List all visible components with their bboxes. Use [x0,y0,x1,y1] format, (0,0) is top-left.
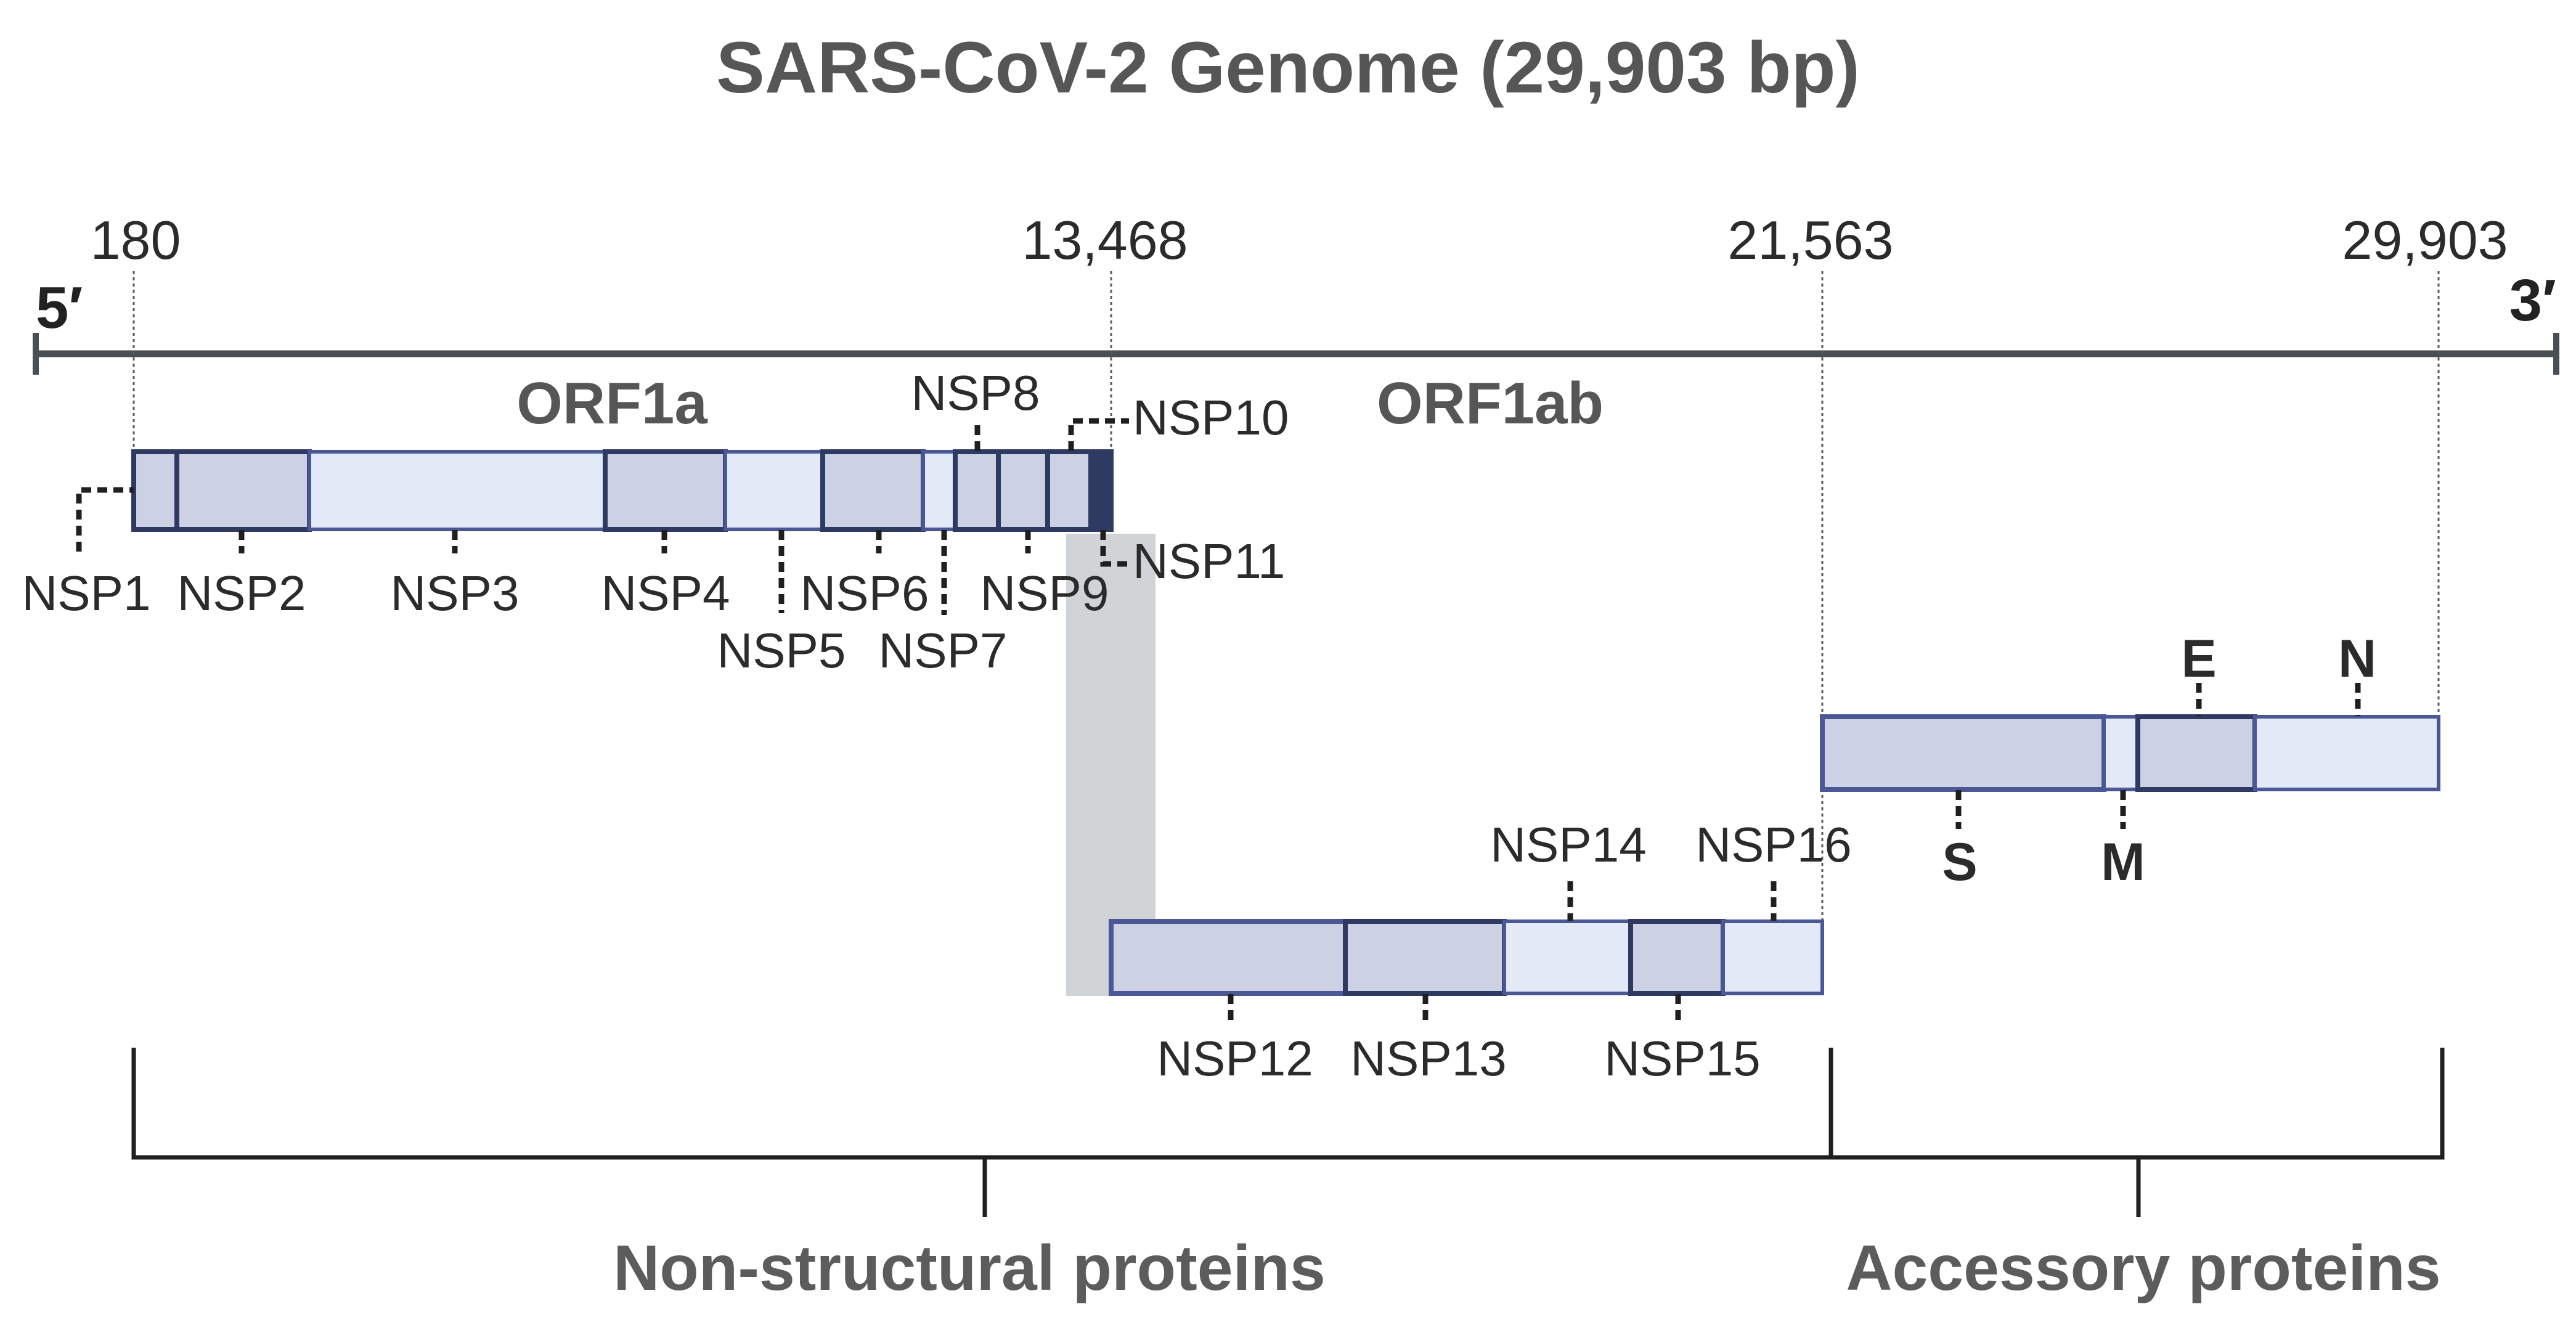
nsp2-segment [174,449,312,532]
structural-labels: S M E N [1942,629,2376,892]
nsp7-segment [921,450,957,531]
nsp8-label: NSP8 [911,365,1040,420]
nsp8-segment [953,449,1001,532]
accessory-bracket [1828,1048,2445,1160]
nsp2-label: NSP2 [177,566,306,621]
nsp11-label: NSP11 [1133,534,1286,589]
nsp12-segment [1109,919,1348,996]
nsp1-leader [76,487,134,552]
nsp14-segment [1502,919,1632,995]
nsp16-label: NSP16 [1695,817,1851,872]
nsp12-label: NSP12 [1157,1031,1313,1086]
nsp1-label: NSP1 [22,566,151,621]
nsp1-segment [131,449,179,532]
nsp11-leader [1100,530,1128,567]
five-prime-label: 5′ [36,275,83,341]
diagram-title: SARS-CoV-2 Genome (29,903 bp) [716,27,1860,108]
nsp10-label: NSP10 [1133,390,1289,445]
non-structural-label: Non-structural proteins [613,1233,1326,1304]
nsp3-label: NSP3 [391,566,520,621]
nsp9-segment [996,449,1050,532]
nsp3-segment [308,450,607,531]
orf1ab-strip [1109,919,1824,996]
n-label: N [2338,629,2376,688]
orf1a-label: ORF1a [516,370,707,436]
nsp-labels: NSP1 NSP2 NSP3 NSP4 NSP5 NSP6 NSP7 NSP8 … [22,365,1852,1086]
nsp7-label: NSP7 [879,623,1008,678]
s-segment [1820,714,2106,792]
structural-strip [1820,714,2440,792]
nsp10-segment [1045,449,1093,532]
nsp13-label: NSP13 [1350,1031,1506,1086]
m-label: M [2101,833,2145,892]
genome-axis: 5′ 3′ 180 13,468 21,563 29,903 [33,210,2559,924]
nsp15-segment [1628,919,1726,996]
position-label-180: 180 [91,210,181,271]
nsp15-label: NSP15 [1604,1031,1760,1086]
nsp16-segment [1721,919,1824,995]
accessory-label: Accessory proteins [1846,1233,2440,1304]
leader-lines [76,418,2361,1023]
orf3a-segment [2102,715,2140,791]
nsp6-segment [820,449,926,532]
three-prime-label: 3′ [2509,267,2556,333]
nsp13-segment [1343,919,1507,996]
orf1a-strip [131,449,1114,532]
nsp14-label: NSP14 [1490,817,1646,872]
non-structural-bracket [131,1048,1831,1160]
group-brackets: Non-structural proteins Accessory protei… [131,1048,2445,1304]
nsp6-label: NSP6 [801,566,929,621]
nsp4-segment [603,449,728,532]
nsp5-segment [723,450,825,531]
nsp4-label: NSP4 [601,566,730,621]
position-label-21563: 21,563 [1727,210,1893,271]
position-label-29903: 29,903 [2342,210,2508,271]
e-m-segment [2135,714,2257,792]
n-segment [2253,715,2440,791]
nsp11-segment [1088,449,1114,532]
nsp9-label: NSP9 [980,566,1109,621]
orf1ab-label: ORF1ab [1377,370,1604,436]
nsp10-leader [1068,418,1129,451]
s-label: S [1942,833,1977,892]
nsp5-label: NSP5 [717,623,846,678]
position-label-13468: 13,468 [1022,210,1188,271]
e-label: E [2181,629,2216,688]
